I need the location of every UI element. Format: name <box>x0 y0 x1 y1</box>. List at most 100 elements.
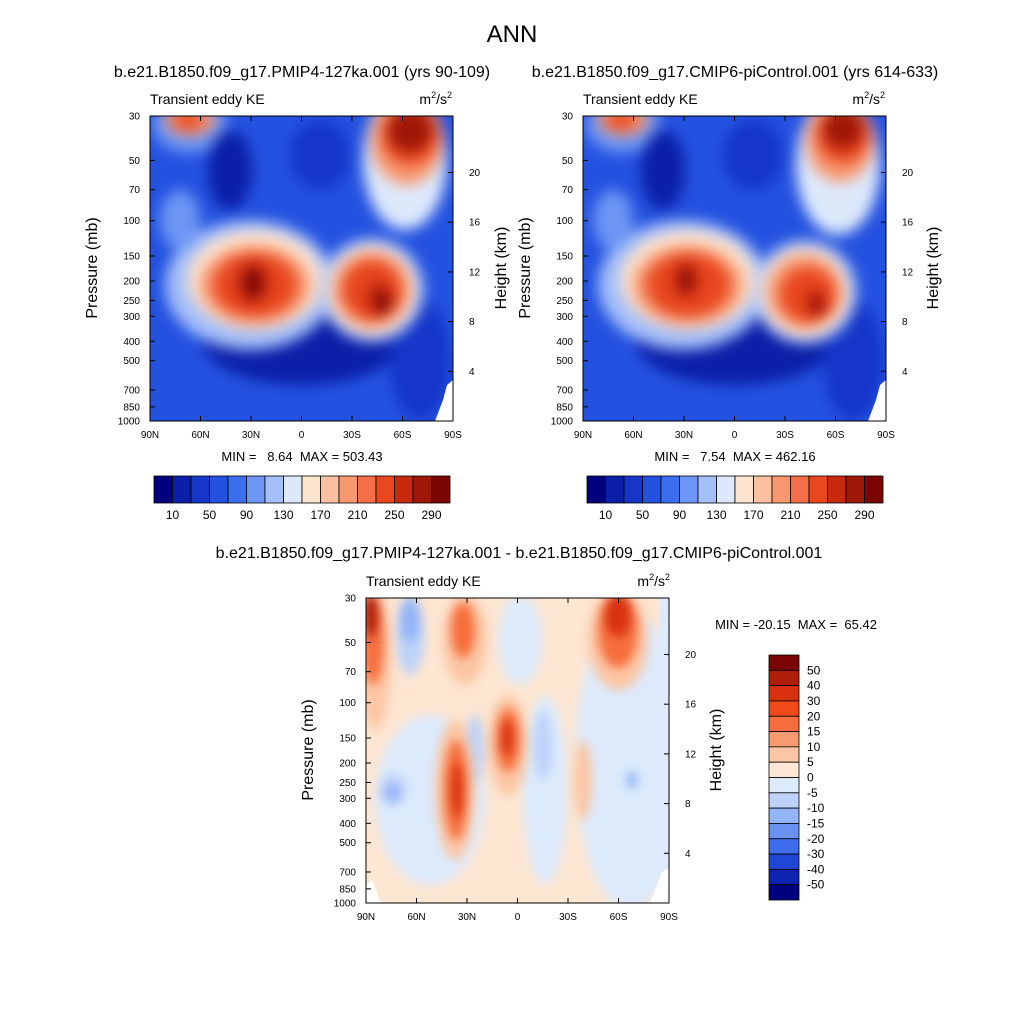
colorbar-label: 0 <box>807 771 814 785</box>
colorbar-box <box>209 475 229 504</box>
y-tick-label: 30 <box>345 594 357 605</box>
colorbar-box <box>190 475 210 504</box>
y-tick-label: 400 <box>123 337 140 348</box>
panel-a-title: b.e21.B1850.f09_g17.PMIP4-127ka.001 (yrs… <box>114 64 490 81</box>
colorbar-box <box>768 792 800 809</box>
panel-a-field <box>150 116 453 421</box>
y2-tick-label: 16 <box>685 700 697 711</box>
colorbar-box <box>768 654 800 671</box>
y-tick-label: 70 <box>345 667 357 678</box>
y-tick-label: 300 <box>556 312 573 323</box>
panel-a-y-axis-label: Pressure (mb) <box>84 217 101 318</box>
colorbar-box <box>768 868 800 886</box>
y-tick-label: 250 <box>123 296 140 307</box>
colorbar-label: 50 <box>807 663 821 677</box>
colorbar-label: 10 <box>599 508 613 522</box>
panel-a-stats: MIN = 8.64 MAX = 503.43 <box>221 449 382 464</box>
x-tick-label: 0 <box>732 430 738 441</box>
colorbar-label: 15 <box>807 725 821 739</box>
y-tick-label: 300 <box>123 312 140 323</box>
panel-b-y-axis-label: Pressure (mb) <box>517 217 534 318</box>
panel-c-y-axis-label: Pressure (mb) <box>300 699 317 800</box>
panel-b-units: m2/s2 <box>852 90 885 107</box>
panel-b-field <box>583 116 886 421</box>
colorbar-box <box>227 475 247 504</box>
colorbar-label: -30 <box>807 847 825 861</box>
colorbar-label: 210 <box>347 508 367 522</box>
y-tick-label: 850 <box>339 884 356 895</box>
colorbar-label: 250 <box>817 508 837 522</box>
colorbar-label: -5 <box>807 786 818 800</box>
x-tick-label: 90N <box>574 430 592 441</box>
panel-a-colorbar: 10 50 90 130 170 210 250 290 <box>153 475 451 522</box>
colorbar-box <box>768 715 800 732</box>
y-tick-label: 500 <box>123 356 140 367</box>
colorbar-box <box>412 475 432 504</box>
y-tick-label: 100 <box>556 216 573 227</box>
colorbar-label: 20 <box>807 709 821 723</box>
colorbar-box <box>768 853 800 870</box>
y-tick-label: 400 <box>556 337 573 348</box>
x-tick-label: 60N <box>191 430 209 441</box>
y2-tick-label: 12 <box>902 267 914 278</box>
x-tick-label: 60S <box>394 430 412 441</box>
x-tick-label: 30N <box>242 430 260 441</box>
x-tick-label: 90S <box>444 430 462 441</box>
colorbar-box <box>246 475 266 504</box>
colorbar-box <box>768 838 800 855</box>
colorbar-label: -40 <box>807 862 825 876</box>
y-tick-label: 50 <box>345 638 357 649</box>
x-tick-label: 90N <box>357 912 375 923</box>
colorbar-box <box>605 475 625 504</box>
y2-tick-label: 16 <box>469 218 481 229</box>
units-exp: 2 <box>864 90 869 100</box>
colorbar-box <box>172 475 192 504</box>
y-tick-label: 700 <box>556 385 573 396</box>
x-tick-label: 30S <box>559 912 577 923</box>
units-base: m <box>419 91 431 107</box>
colorbar-box <box>768 777 800 794</box>
colorbar-box <box>338 475 358 504</box>
colorbar-box <box>734 475 754 504</box>
units-exp: 2 <box>447 90 452 100</box>
panel-c-units: m2/s2 <box>637 572 670 589</box>
y2-tick-label: 8 <box>469 317 475 328</box>
y2-tick-label: 16 <box>902 218 914 229</box>
colorbar-box <box>394 475 414 504</box>
y2-tick-label: 4 <box>902 367 908 378</box>
panel-c-ticks: 90N 60N 30N 0 30S 60S 90S 30 50 70 100 150 200 250 300… <box>334 594 697 924</box>
colorbar-box <box>768 823 800 840</box>
colorbar-box <box>768 669 800 687</box>
x-tick-label: 60N <box>407 912 425 923</box>
y-tick-label: 150 <box>339 733 356 744</box>
x-tick-label: 60S <box>827 430 845 441</box>
x-tick-label: 30S <box>343 430 361 441</box>
colorbar-label: -20 <box>807 832 825 846</box>
colorbar-box <box>845 475 865 504</box>
y-tick-label: 250 <box>339 778 356 789</box>
y-tick-label: 1000 <box>334 899 357 910</box>
units-base: m <box>852 91 864 107</box>
colorbar-label: 130 <box>706 508 726 522</box>
x-tick-label: 90N <box>141 430 159 441</box>
y2-tick-label: 4 <box>685 849 691 860</box>
panel-a-units: m2/s2 <box>419 90 452 107</box>
panel-c-title: b.e21.B1850.f09_g17.PMIP4-127ka.001 - b.… <box>216 545 823 562</box>
panel-b-variable-label: Transient eddy KE <box>583 91 698 107</box>
panel-a-ticks: 90N 60N 30N 0 30S 60S 90S 30 50 70 100 150 200 250 300… <box>118 112 481 442</box>
colorbar-box <box>586 475 606 504</box>
colorbar-label: 30 <box>807 694 821 708</box>
panel-b-colorbar: 10 50 90 130 170 210 250 290 <box>586 475 884 522</box>
y-tick-label: 850 <box>556 402 573 413</box>
y-tick-label: 70 <box>129 185 141 196</box>
colorbar-label: 290 <box>421 508 441 522</box>
y-tick-label: 150 <box>556 251 573 262</box>
colorbar-box <box>264 475 284 504</box>
y-tick-label: 200 <box>556 277 573 288</box>
panel-b-y2-axis-label: Height (km) <box>925 227 942 310</box>
colorbar-box <box>301 475 321 504</box>
colorbar-box <box>642 475 662 504</box>
units-mid: /s <box>436 91 447 107</box>
colorbar-box <box>697 475 717 504</box>
